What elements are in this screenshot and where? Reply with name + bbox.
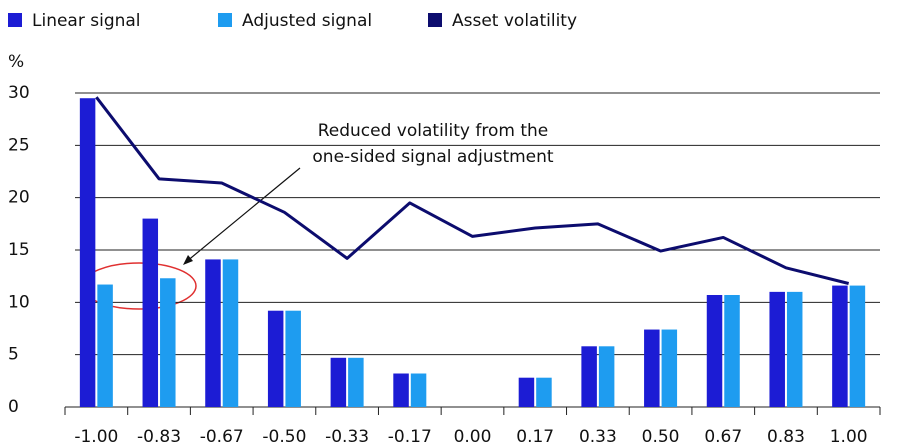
bar [267,310,284,407]
legend-swatch [218,13,232,27]
bar [97,284,113,407]
bar [724,295,740,407]
bar [832,285,848,407]
bar [393,373,409,407]
y-tick-label: 25 [8,135,30,155]
x-tick-label: -0.83 [137,427,181,447]
bar [518,377,535,407]
x-tick-label: -0.17 [388,427,432,447]
bar [849,285,866,407]
bar [410,373,427,407]
bar [661,329,678,407]
y-tick-label: 30 [8,83,30,103]
bar [598,346,615,407]
bar [285,310,301,407]
x-tick-label: 0.50 [642,427,680,447]
y-tick-label: 20 [8,188,30,208]
y-tick-label: 5 [8,345,19,365]
volatility-line [95,96,850,285]
legend-swatch [8,13,22,27]
bar [536,377,552,407]
legend-swatch [428,13,442,27]
x-tick-label: 0.33 [579,427,617,447]
x-tick-label: 0.17 [516,427,554,447]
bar [79,98,96,407]
x-tick-label: 0.67 [704,427,742,447]
bar [205,259,221,407]
bar [160,278,176,407]
x-tick-label: 0.83 [767,427,805,447]
y-tick-label: 10 [8,292,30,312]
annotation-text: one-sided signal adjustment [312,147,554,167]
bar [786,291,803,407]
arrow-head [183,255,193,265]
x-tick-label: -0.33 [325,427,369,447]
bar [769,291,785,407]
y-tick-label: 15 [8,240,30,260]
bar [581,346,597,407]
bar [348,357,364,407]
y-unit: % [8,52,24,72]
annotation-text: Reduced volatility from the [318,121,549,141]
annotation-arrow [185,167,301,263]
annotation-bg [308,146,558,168]
legend-label: Asset volatility [452,11,577,31]
x-tick-label: 0.00 [454,427,492,447]
legend-label: Linear signal [32,11,141,31]
x-tick-label: -0.67 [200,427,244,447]
x-tick-label: -1.00 [74,427,118,447]
bar [142,218,159,407]
legend-label: Adjusted signal [242,11,372,31]
x-tick-label: -0.50 [262,427,306,447]
bar [222,259,239,407]
annotation-bg [313,120,553,142]
y-tick-label: 0 [8,397,19,417]
bar [330,357,347,407]
bar [706,295,723,407]
bar [644,329,660,407]
x-tick-label: 1.00 [830,427,868,447]
